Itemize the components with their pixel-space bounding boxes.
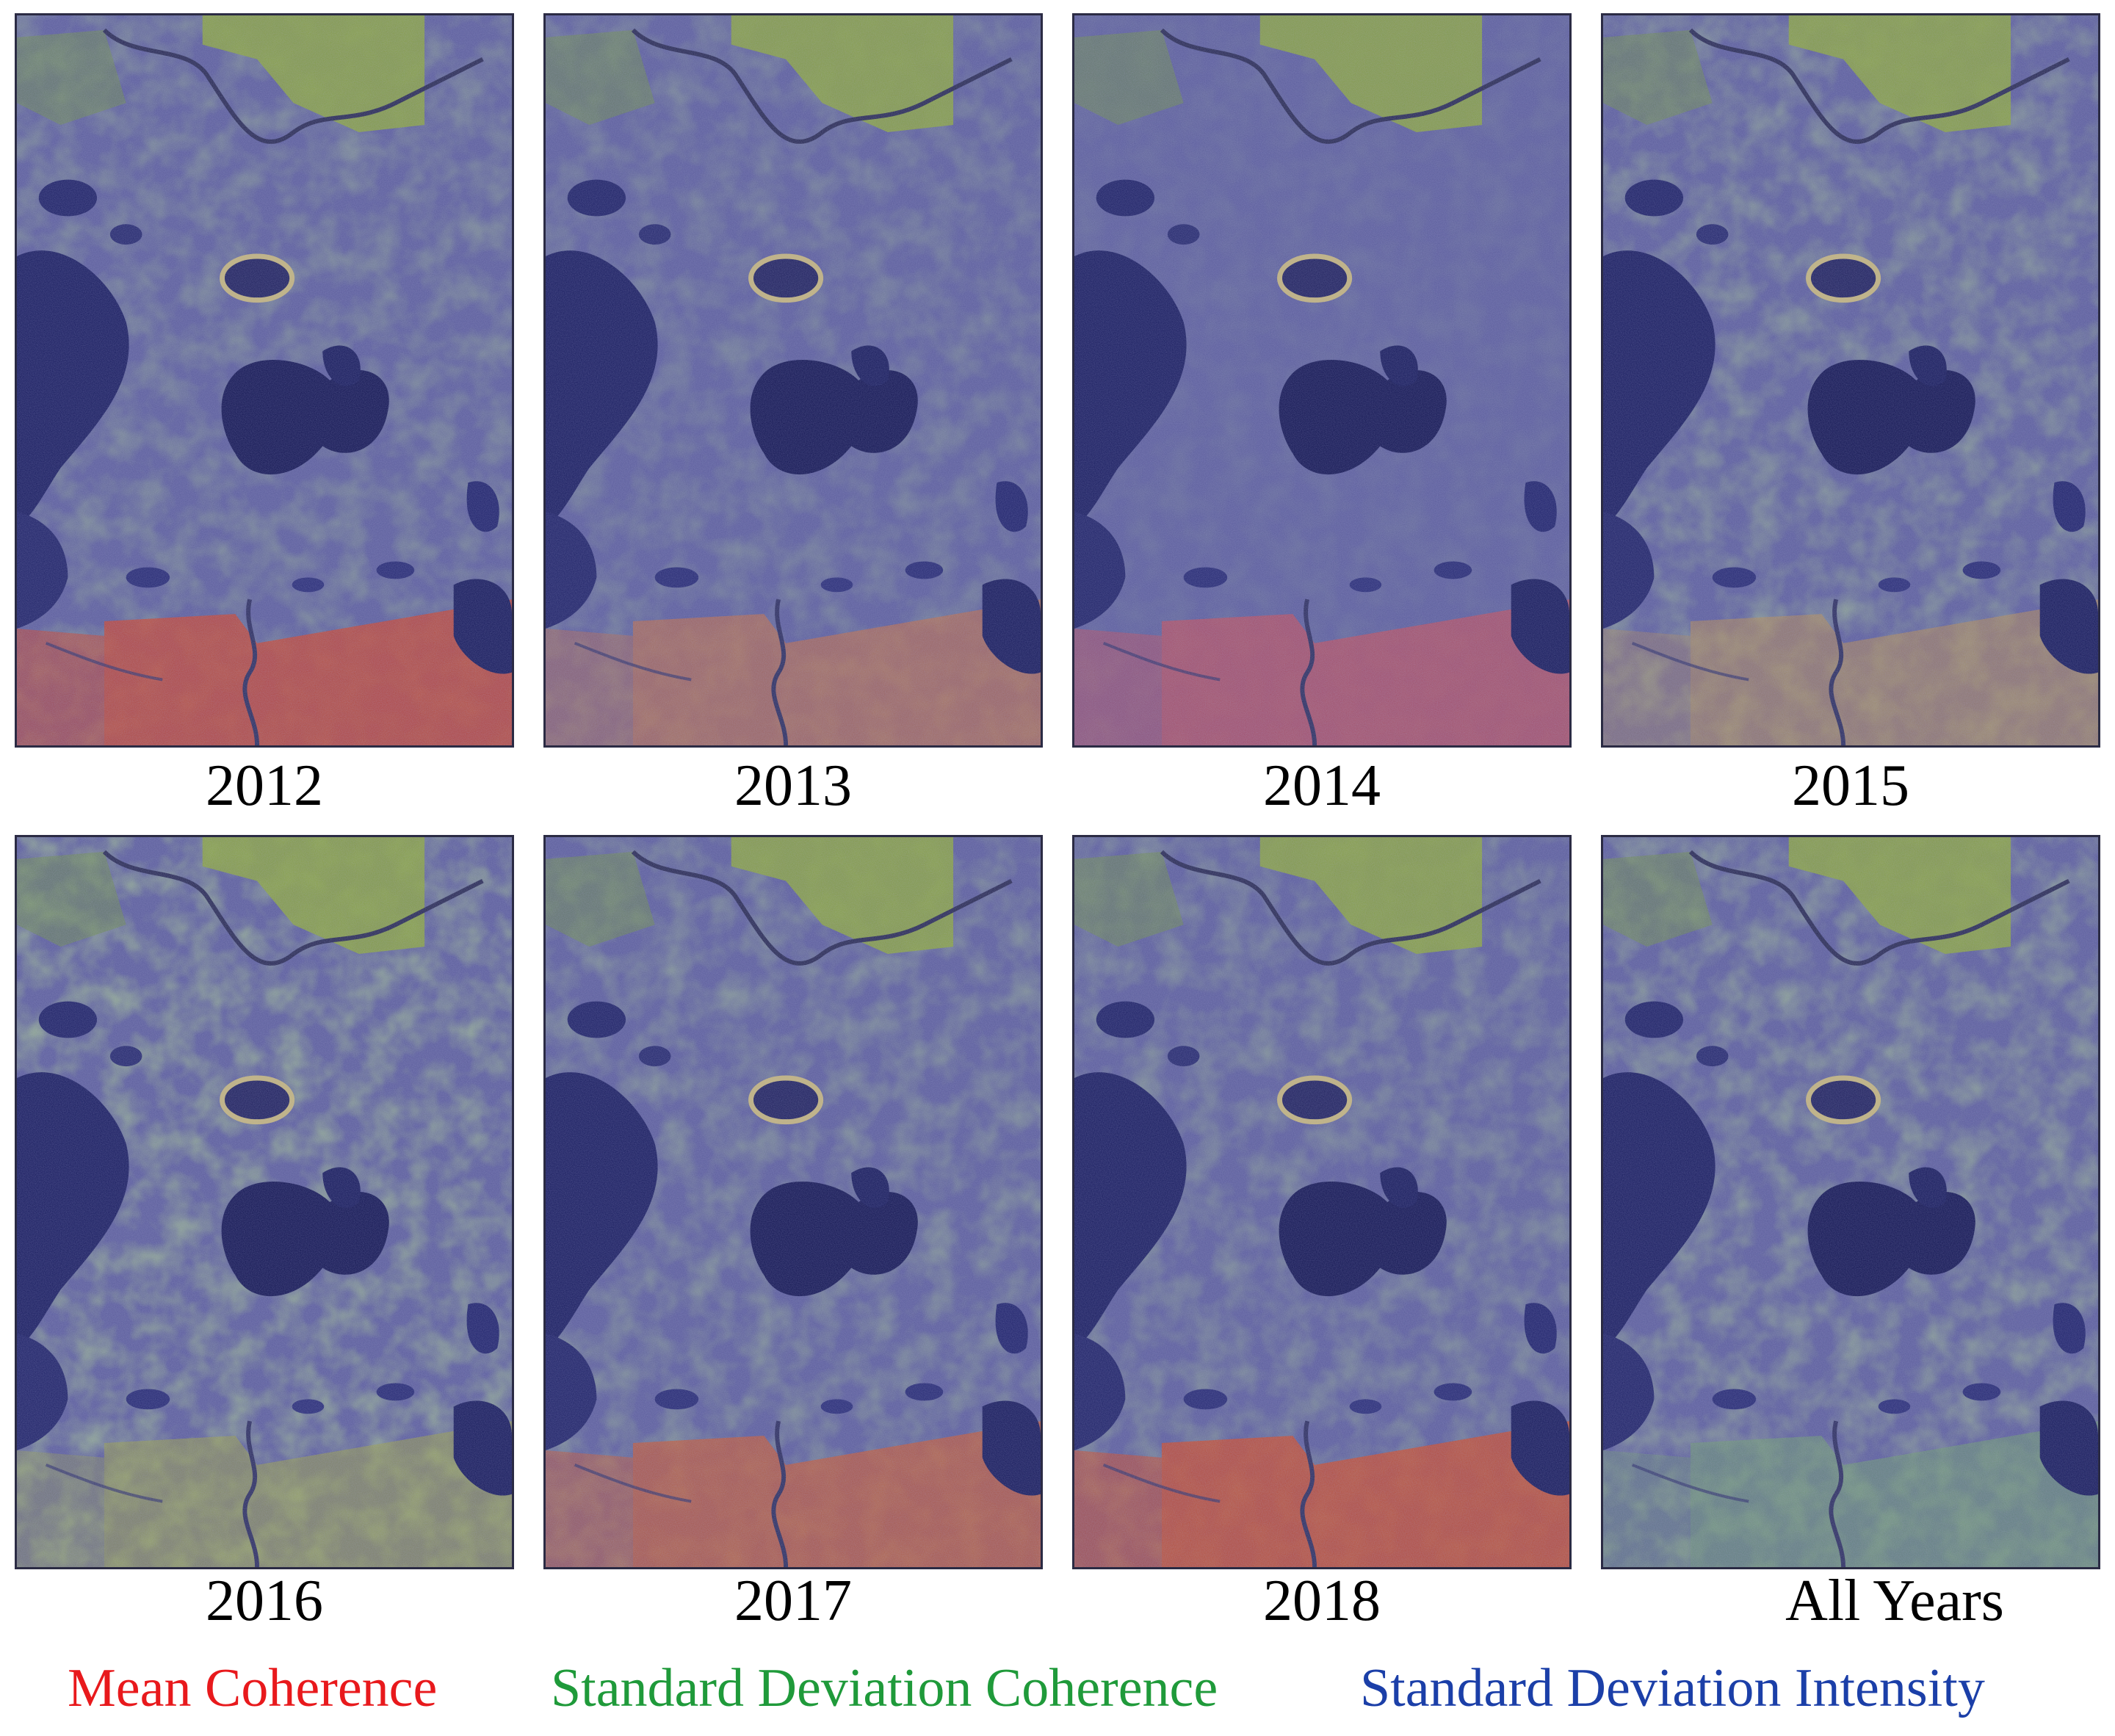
panel-caption-all-years: All Years	[1785, 1569, 2004, 1633]
panel-caption-2017: 2017	[734, 1569, 852, 1633]
legend-mean-coherence: Mean Coherence	[68, 1658, 438, 1718]
map-panel-2017	[543, 835, 1043, 1569]
map-panel-2015	[1601, 13, 2100, 748]
panel-caption-2014: 2014	[1263, 753, 1381, 818]
map-panel-2012	[15, 13, 514, 748]
map-panel-all-years	[1601, 835, 2100, 1569]
panel-caption-2016: 2016	[206, 1569, 323, 1633]
map-panel-2013	[543, 13, 1043, 748]
panel-caption-2018: 2018	[1263, 1569, 1381, 1633]
map-panel-2018	[1072, 835, 1572, 1569]
legend-std-coherence: Standard Deviation Coherence	[551, 1658, 1218, 1718]
panel-caption-2015: 2015	[1792, 753, 1909, 818]
map-panel-2016	[15, 835, 514, 1569]
map-panel-2014	[1072, 13, 1572, 748]
panel-caption-2012: 2012	[206, 753, 323, 818]
panel-caption-2013: 2013	[734, 753, 852, 818]
legend-std-intensity: Standard Deviation Intensity	[1360, 1658, 1985, 1718]
